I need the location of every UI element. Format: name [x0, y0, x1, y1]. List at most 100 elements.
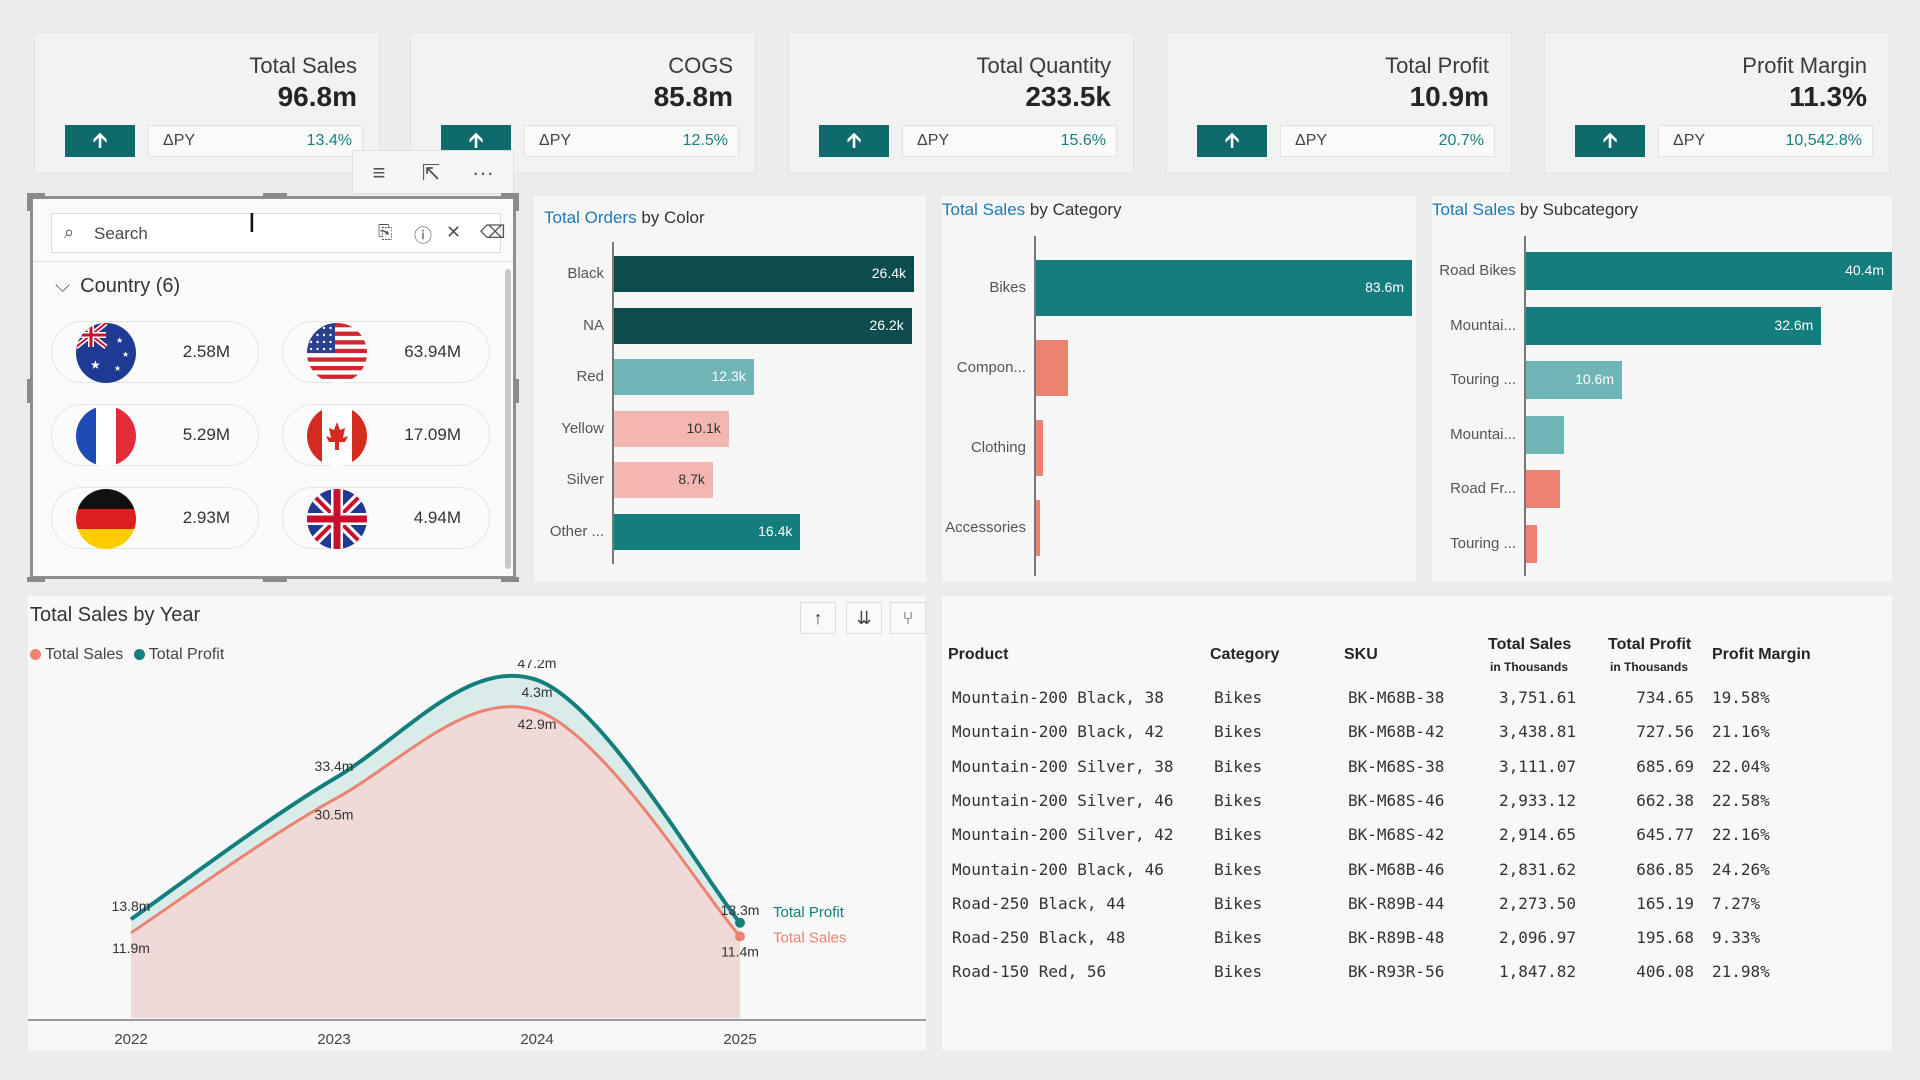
scrollbar[interactable] — [505, 269, 511, 569]
chart-title: Total Sales by Subcategory — [1432, 200, 1639, 219]
table-cell: 3,111.07 — [1498, 756, 1576, 776]
category-label: Red — [576, 368, 604, 386]
table-cell: 2,831.62 — [1498, 859, 1576, 879]
bar[interactable] — [1036, 340, 1069, 396]
drill-up-icon[interactable]: ↑ — [800, 602, 836, 634]
focus-mode-icon[interactable]: ⇱ — [421, 160, 441, 185]
filter-icon[interactable]: ≡ — [372, 160, 386, 185]
data-label: 8.7k — [678, 471, 705, 488]
bar[interactable] — [1526, 415, 1565, 454]
country-value: 5.29M — [182, 425, 230, 444]
close-icon[interactable]: ✕ — [446, 222, 462, 242]
country-chip[interactable]: 2.93M — [51, 487, 259, 549]
legend-item-profit[interactable]: Total Profit — [133, 646, 224, 663]
profit-line — [129, 673, 742, 925]
kpi-card[interactable]: Profit Margin 11.3% 🡩 ΔPY 10,542.8% — [1544, 32, 1890, 174]
resize-handle[interactable] — [263, 193, 287, 198]
bar[interactable] — [1036, 420, 1043, 476]
resize-handle[interactable] — [27, 577, 45, 582]
column-header[interactable]: Total Sales — [1488, 636, 1572, 653]
resize-handle[interactable] — [27, 193, 45, 198]
category-label: Black — [567, 265, 604, 282]
text-cursor-icon: I — [248, 207, 256, 238]
table-cell: 645.77 — [1636, 825, 1694, 845]
kpi-card[interactable]: Total Profit 10.9m 🡩 ΔPY 20.7% — [1166, 32, 1512, 174]
country-chip[interactable]: 63.94M — [282, 321, 490, 383]
column-subheader: in Thousands — [1490, 660, 1568, 674]
info-icon[interactable]: ⓘ — [414, 226, 432, 246]
copy-icon[interactable]: ⎘ — [378, 222, 393, 242]
column-subheader: in Thousands — [1610, 660, 1688, 674]
slicer-search-box[interactable]: ⌕ Search ⎘ ⓘ ✕ ⌫ — [51, 213, 505, 253]
bar[interactable] — [614, 307, 912, 344]
bar[interactable] — [614, 410, 729, 447]
category-label: Bikes — [989, 279, 1026, 296]
country-header[interactable]: ⌵ Country (6) — [55, 275, 180, 298]
table-cell: Bikes — [1214, 859, 1263, 879]
country-chip[interactable]: 17.09M — [282, 404, 490, 466]
resize-handle[interactable] — [501, 193, 519, 198]
kpi-card[interactable]: Total Sales 96.8m 🡩 ΔPY 13.4% — [34, 32, 380, 174]
resize-handle[interactable] — [514, 379, 519, 403]
table-cell: 734.65 — [1636, 688, 1694, 707]
bar[interactable] — [614, 359, 754, 396]
column-header[interactable]: SKU — [1344, 646, 1378, 663]
column-header[interactable]: Profit Margin — [1712, 646, 1811, 663]
expand-hierarchy-icon[interactable]: ⑂ — [890, 602, 926, 634]
bar[interactable] — [1526, 361, 1623, 399]
uk-flag-icon — [307, 489, 367, 549]
country-chip[interactable]: 5.29M — [51, 404, 259, 466]
svg-text:★: ★ — [90, 358, 101, 372]
table-cell: 2,096.97 — [1498, 928, 1576, 948]
chart-title: Total Orders by Color — [544, 208, 705, 227]
data-label: 83.6m — [1365, 279, 1404, 295]
table-cell: 3,438.81 — [1498, 722, 1576, 742]
bar[interactable] — [1526, 306, 1822, 345]
resize-handle[interactable] — [501, 577, 519, 582]
resize-handle[interactable] — [514, 193, 519, 211]
table-cell: 2,933.12 — [1498, 790, 1576, 810]
bar[interactable] — [1526, 524, 1537, 563]
py-comparison: ΔPY 20.7% — [1280, 125, 1495, 157]
column-header[interactable]: Total Profit — [1608, 636, 1692, 653]
table-cell: BK-M68S-38 — [1348, 756, 1445, 776]
table-cell: Bikes — [1214, 790, 1263, 810]
difference-annotation: 4.3m — [521, 684, 552, 700]
bar[interactable] — [614, 462, 713, 499]
germany-flag-icon — [76, 489, 136, 549]
country-chip[interactable]: 4.94M — [282, 487, 490, 549]
more-options-icon[interactable]: ··· — [472, 160, 494, 185]
column-header[interactable]: Product — [948, 646, 1009, 663]
bar[interactable] — [1036, 260, 1412, 316]
column-header[interactable]: Category — [1210, 646, 1280, 663]
table-cell: 22.16% — [1712, 825, 1770, 845]
resize-handle[interactable] — [263, 577, 287, 582]
py-comparison: ΔPY 10,542.8% — [1658, 125, 1873, 157]
table-cell: Mountain-200 Black, 42 — [952, 722, 1164, 742]
resize-handle[interactable] — [27, 379, 32, 403]
bar[interactable] — [1526, 470, 1560, 508]
table-cell: BK-R89B-48 — [1348, 928, 1445, 948]
visual-header-toolbar: ≡ ⇱ ··· — [352, 150, 514, 194]
py-value: 13.4% — [306, 132, 352, 149]
bar[interactable] — [1526, 252, 1892, 290]
table-cell: 165.19 — [1636, 893, 1694, 913]
bar[interactable] — [614, 514, 801, 550]
sales-by-subcategory-chart: Total Sales by Subcategory Road Bikes 40.… — [1432, 196, 1892, 582]
resize-handle[interactable] — [27, 193, 32, 211]
canada-flag-icon — [307, 406, 367, 466]
eraser-icon[interactable]: ⌫ — [480, 222, 506, 242]
drill-down-icon[interactable]: ⇊ — [846, 602, 882, 634]
search-icon: ⌕ — [64, 222, 75, 242]
kpi-card[interactable]: Total Quantity 233.5k 🡩 ΔPY 15.6% — [788, 32, 1134, 174]
country-chip[interactable]: ★ ★ ★ ★ 2.58M — [51, 321, 259, 383]
kpi-title: Total Sales — [249, 53, 357, 78]
y-axis-line — [1034, 236, 1036, 576]
table-cell: Bikes — [1214, 756, 1263, 776]
bar[interactable] — [1036, 500, 1040, 556]
sales-area — [131, 706, 740, 1018]
bar[interactable] — [614, 256, 914, 292]
py-label: ΔPY — [917, 132, 950, 149]
legend-item-sales[interactable]: Total Sales — [30, 646, 123, 663]
table-cell: 195.68 — [1636, 928, 1694, 948]
